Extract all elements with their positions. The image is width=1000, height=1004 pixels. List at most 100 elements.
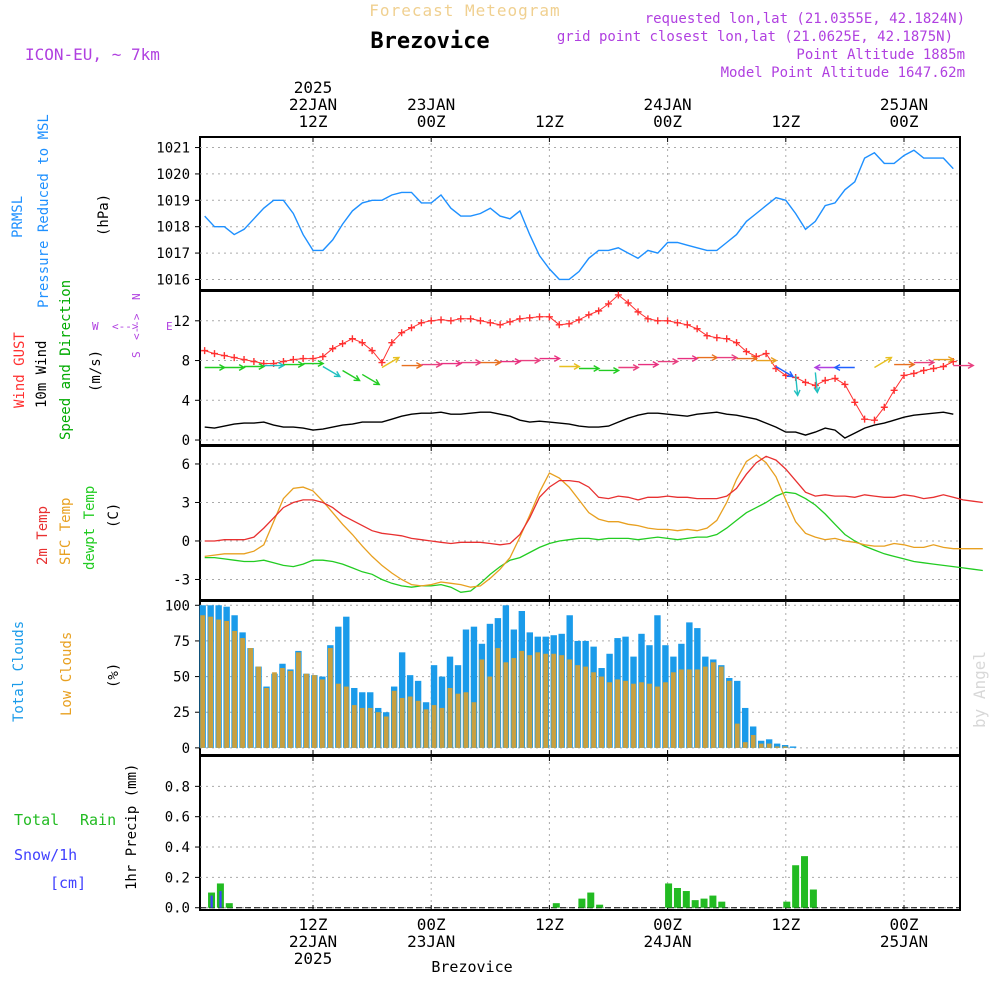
low-cloud-bar <box>359 707 365 748</box>
tsfc-line <box>204 454 983 588</box>
total-cloud-bar <box>654 615 661 748</box>
wind-arrow <box>813 364 836 371</box>
low-cloud-bar <box>471 702 477 748</box>
grid-coords: grid point closest lon,lat (21.0625E, 42… <box>557 29 953 45</box>
gust-marker <box>851 398 859 406</box>
wind-arrow <box>342 369 361 382</box>
low-cloud-bar <box>710 662 716 748</box>
compass-east: E <box>166 320 173 333</box>
wind-arrow <box>361 373 381 386</box>
gust-marker <box>782 371 790 379</box>
gust-line <box>204 294 954 421</box>
precip-unit: 1hr Precip (mm) <box>124 764 140 890</box>
wind-arrow <box>578 365 601 372</box>
low-cloud-bar <box>296 652 301 748</box>
low-cloud-bar <box>615 679 620 748</box>
low-cloud-bar <box>423 709 429 748</box>
low-cloud-bar <box>758 743 764 748</box>
bottom-hour-label: 12Z <box>771 915 800 934</box>
wind-arrow <box>657 358 680 366</box>
location-title: Brezovice <box>370 29 489 54</box>
precip-labels: Total Rain Snow/1h [cm] 1hr Precip (mm) <box>14 764 140 892</box>
gust-marker <box>821 376 829 384</box>
gust-marker <box>900 371 908 379</box>
rain-bar <box>596 904 604 908</box>
gust-marker <box>408 324 415 332</box>
t2m-line <box>204 455 983 546</box>
low-cloud-bar <box>495 648 501 748</box>
low-cloud-bar <box>383 716 389 748</box>
bottom-date-label: 23JAN <box>407 932 455 951</box>
rain-bar <box>552 903 560 908</box>
gust-marker <box>437 316 445 324</box>
gust-marker <box>930 364 938 372</box>
low-cloud-bar <box>455 693 461 748</box>
gust-marker <box>250 358 258 366</box>
gust-marker <box>427 317 435 325</box>
low-cloud-bar <box>511 658 517 748</box>
low-cloud-bar <box>782 746 788 748</box>
gust-marker <box>723 335 731 343</box>
low-cloud-bar <box>200 615 206 748</box>
gust-marker <box>939 363 947 371</box>
low-cloud-bar <box>567 659 573 748</box>
precip-ytick-label: 0.8 <box>165 779 190 795</box>
t2m-label: 2m Temp <box>35 506 51 565</box>
low-cloud-bar <box>694 669 700 748</box>
top-date-label: 22JAN <box>289 95 337 114</box>
gust-marker <box>742 348 750 356</box>
low-cloud-bar <box>367 707 373 748</box>
bottom-date-label: 22JAN <box>289 932 337 951</box>
low-cloud-bar <box>519 650 525 748</box>
low-cloud-bar <box>623 680 628 748</box>
top-date-label: 23JAN <box>407 95 455 114</box>
low-cloud-bar <box>639 682 644 748</box>
clouds-ytick-label: 25 <box>173 705 190 721</box>
temperature-ytick-label: 0 <box>182 534 190 550</box>
bottom-hour-label: 12Z <box>299 915 328 934</box>
low-cloud-bar <box>272 672 277 748</box>
wind-arrow <box>697 354 719 362</box>
low-cloud-bar <box>535 652 541 748</box>
wind-arrow <box>244 363 266 371</box>
gust-marker <box>545 313 553 321</box>
gust-marker <box>831 374 839 382</box>
wind-arrow <box>638 361 660 369</box>
low-cloud-bar <box>415 700 421 748</box>
gust-marker <box>634 308 642 316</box>
precip-ytick-label: 0.6 <box>165 810 190 826</box>
wind10m-label: 10m Wind <box>34 341 50 408</box>
gust-marker <box>526 314 534 322</box>
rain-bar <box>587 892 595 908</box>
gust-marker <box>240 356 248 364</box>
wind-unit: (m/s) <box>88 350 104 392</box>
gust-marker <box>506 318 514 326</box>
low-cloud-bar <box>264 687 269 748</box>
gust-marker <box>486 319 494 327</box>
total-cloud-bar <box>734 680 741 748</box>
low-cloud-bar <box>487 676 493 748</box>
clouds-ytick-label: 0 <box>182 741 190 757</box>
rain-bar <box>709 895 717 908</box>
gust-marker <box>211 350 218 358</box>
low-cloud-bar <box>655 686 660 748</box>
total-cloud-bar <box>789 746 797 748</box>
top-hour-label: 00Z <box>653 112 682 131</box>
gust-marker <box>713 334 721 342</box>
temperature-labels: 2m Temp SFC Temp dewpt Temp (C) <box>35 486 122 570</box>
wind-arrow <box>500 358 522 366</box>
gust-marker <box>920 366 928 374</box>
compass-south: S <box>130 351 143 358</box>
total-cloud-bar <box>773 743 781 748</box>
dewpt-line <box>204 491 983 593</box>
footer-location: Brezovice <box>431 958 512 976</box>
bottom-hour-label: 00Z <box>417 915 446 934</box>
rain-bar <box>578 898 586 908</box>
rain-bar <box>809 889 817 908</box>
wind-arrow <box>539 355 562 363</box>
gust-marker <box>339 340 347 348</box>
gust-marker <box>841 380 849 388</box>
wind-arrow <box>874 356 893 369</box>
rain-bar <box>718 901 726 908</box>
wind-arrow <box>519 357 542 365</box>
